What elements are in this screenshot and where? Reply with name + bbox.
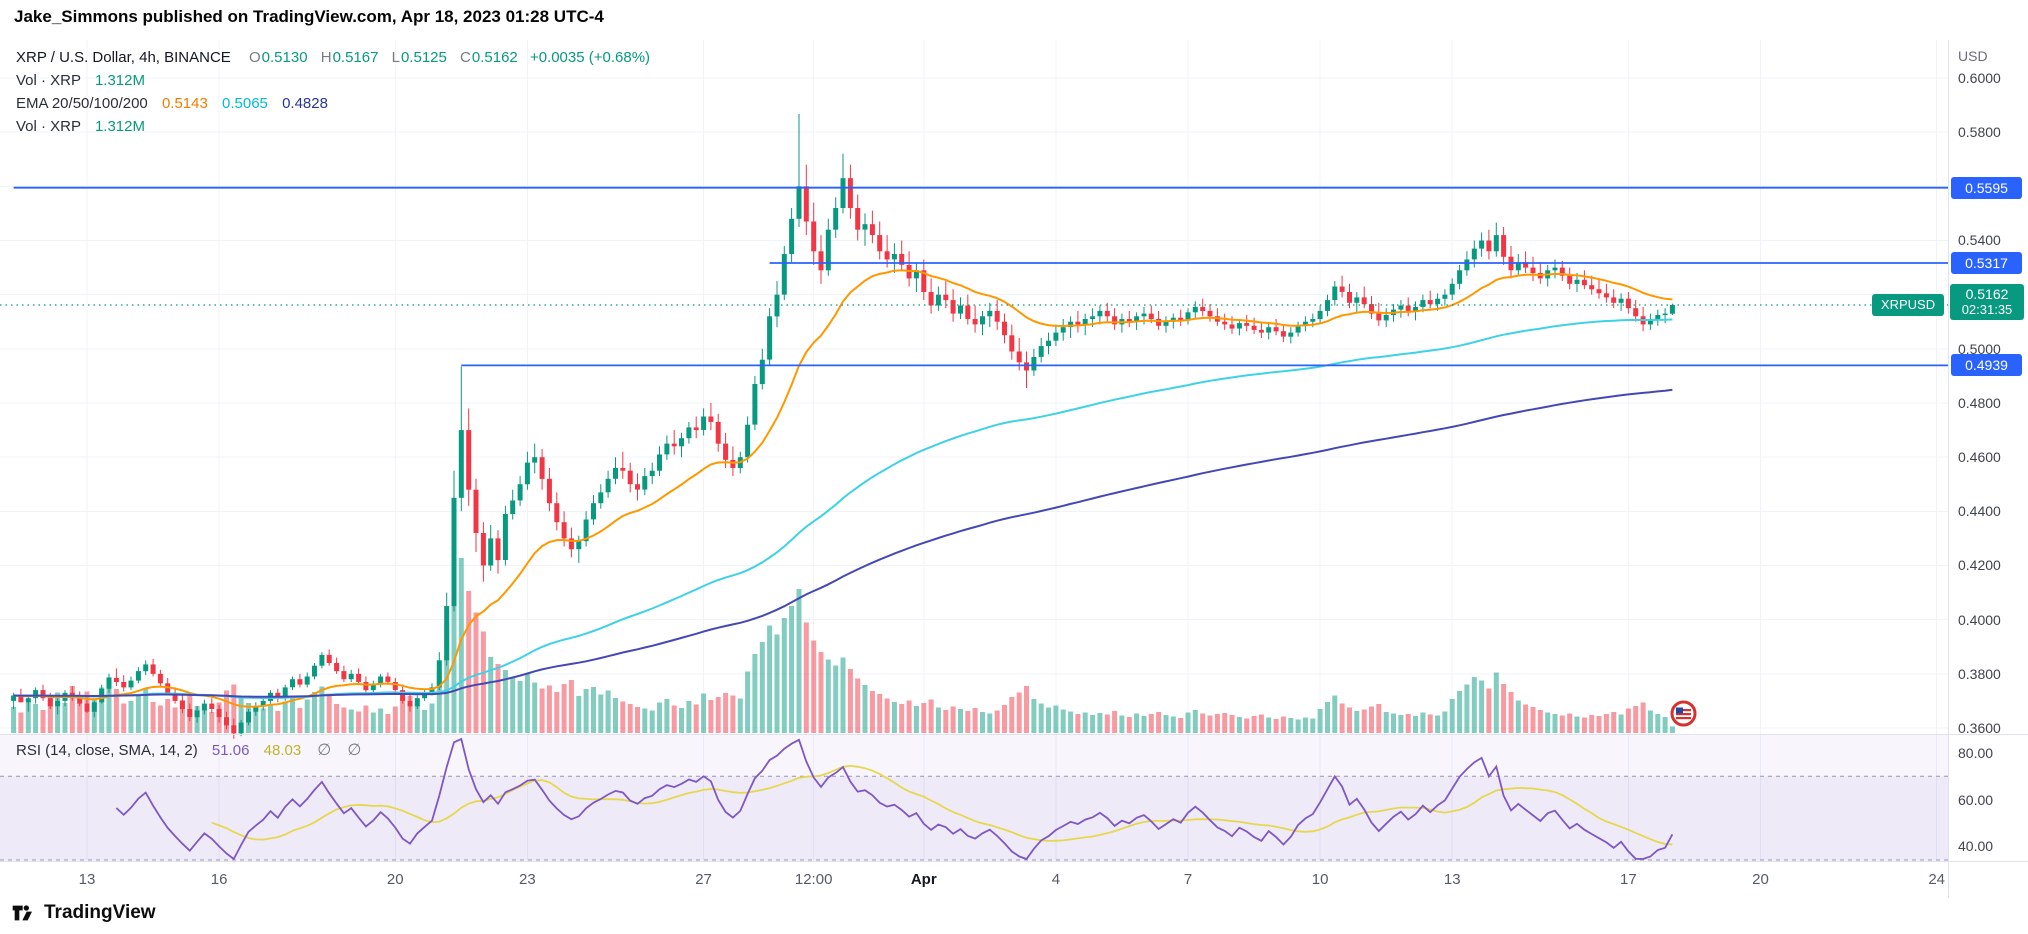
price-axis-label: 0.4200 <box>1958 557 2001 574</box>
tradingview-logo-icon <box>12 905 32 921</box>
time-axis-label: 12:00 <box>794 871 833 888</box>
ema-label: EMA 20/50/100/200 <box>16 95 148 112</box>
time-axis-label: 20 <box>386 871 404 888</box>
current-price-badge: 0.5162 02:31:35 <box>1950 283 2024 320</box>
rsi-legend-row[interactable]: RSI (14, close, SMA, 14, 2) 51.06 48.03 … <box>16 740 361 760</box>
change-value: +0.0035 (+0.68%) <box>529 49 651 66</box>
volume-label-1: Vol · XRP <box>16 72 81 89</box>
price-axis-label: 0.4800 <box>1958 394 2001 411</box>
time-axis-label: 13 <box>1443 871 1461 888</box>
volume-label-2: Vol · XRP <box>16 118 81 135</box>
price-level-badge[interactable]: 0.4939 <box>1951 354 2022 377</box>
price-axis-label: 0.3600 <box>1958 719 2001 736</box>
rsi-axis-label: 80.00 <box>1958 745 1994 761</box>
rsi-axis-label: 60.00 <box>1958 791 1994 808</box>
rsi-ma-value: 48.03 <box>263 742 302 759</box>
time-axis-label: 10 <box>1311 871 1329 888</box>
time-axis-label: 4 <box>1051 871 1061 888</box>
rsi-value: 51.06 <box>211 742 250 759</box>
rsi-axis-label: 40.00 <box>1958 838 1994 855</box>
symbol-legend-row[interactable]: XRP / U.S. Dollar, 4h, BINANCE O0.5130 H… <box>16 46 650 69</box>
price-axis-currency: USD <box>1958 48 1988 64</box>
rsi-band-hidden-icon-1: ∅ <box>317 742 332 759</box>
flag-sticker-icon[interactable] <box>1670 700 1697 727</box>
rsi-label: RSI (14, close, SMA, 14, 2) <box>16 742 198 759</box>
price-axis-label: 0.3800 <box>1958 665 2001 682</box>
price-axis-label: 0.4400 <box>1958 503 2001 520</box>
ema100-value: 0.4828 <box>282 95 328 112</box>
low-label: L <box>391 49 400 66</box>
ema-legend-row[interactable]: EMA 20/50/100/200 0.5143 0.5065 0.4828 <box>16 92 650 115</box>
price-axis-label: 0.6000 <box>1958 70 2001 86</box>
price-axis-label: 0.5000 <box>1958 340 2001 357</box>
rsi-band-hidden-icon-2: ∅ <box>347 742 362 759</box>
time-axis-label: 16 <box>210 871 228 888</box>
price-axis[interactable]: USD 0.60000.58000.56000.54000.52000.5000… <box>1948 0 2028 898</box>
volume-legend-row-2[interactable]: Vol · XRP 1.312M <box>16 115 650 138</box>
open-label: O <box>248 49 261 66</box>
tradingview-brand-text: TradingView <box>44 902 156 923</box>
time-axis-label: 13 <box>78 871 96 888</box>
chart-legend: XRP / U.S. Dollar, 4h, BINANCE O0.5130 H… <box>16 46 650 138</box>
time-axis-label: 27 <box>695 871 712 888</box>
open-value: 0.5130 <box>261 49 308 66</box>
bar-countdown: 02:31:35 <box>1961 301 2013 317</box>
close-value: 0.5162 <box>471 49 518 66</box>
publisher-header: Jake_Simmons published on TradingView.co… <box>14 7 604 26</box>
time-axis-label: 24 <box>1928 871 1946 888</box>
time-axis-label: 17 <box>1620 871 1637 888</box>
price-level-badge[interactable]: 0.5317 <box>1951 251 2022 274</box>
volume-legend-row-1[interactable]: Vol · XRP 1.312M <box>16 69 650 92</box>
price-level-badge[interactable]: 0.5595 <box>1951 176 2022 199</box>
time-axis-label: Apr <box>910 871 937 888</box>
high-value: 0.5167 <box>332 49 379 66</box>
ema50-value: 0.5065 <box>222 95 268 112</box>
time-axis-label: 7 <box>1183 871 1193 888</box>
close-label: C <box>460 49 471 66</box>
time-axis-label: 23 <box>519 871 536 888</box>
volume-value-2: 1.312M <box>94 118 145 135</box>
volume-value-1: 1.312M <box>94 72 145 89</box>
time-axis[interactable]: 13 16 20 23 27 12:00 Apr 4 7 10 13 17 20 24 <box>0 862 1948 900</box>
footer: TradingView <box>12 901 156 925</box>
symbol-title[interactable]: XRP / U.S. Dollar, 4h, BINANCE <box>16 49 231 66</box>
price-axis-label: 0.4600 <box>1958 449 2001 466</box>
symbol-name-chip: XRPUSD <box>1872 293 1944 316</box>
price-axis-label: 0.5400 <box>1958 232 2001 249</box>
low-value: 0.5125 <box>400 49 447 66</box>
ema20-value: 0.5143 <box>161 95 208 112</box>
high-label: H <box>320 49 332 66</box>
time-axis-label: 20 <box>1752 871 1769 888</box>
current-price-value: 0.5162 <box>1965 285 2009 302</box>
price-axis-label: 0.5800 <box>1958 124 2001 141</box>
price-axis-label: 0.4000 <box>1958 611 2001 628</box>
